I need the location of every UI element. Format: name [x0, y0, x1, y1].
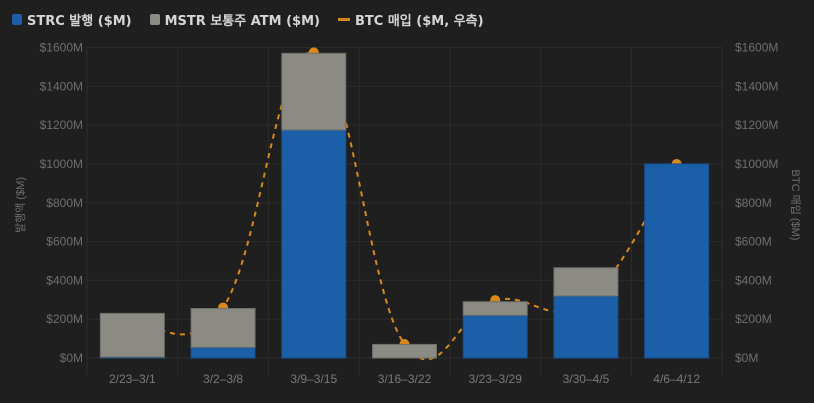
x-tick-label: 2/23–3/1: [109, 372, 156, 386]
x-tick-label: 4/6–4/12: [653, 372, 700, 386]
x-axis-ticks: 2/23–3/1 3/2–3/8 3/9–3/15 3/16–3/22 3/23–3/2…: [109, 372, 700, 386]
left-tick-label: $400M: [46, 273, 83, 287]
strc-swatch-icon: [12, 13, 22, 25]
mstr-swatch-icon: [149, 13, 160, 25]
left-axis-ticks: $0M $200M $400M $600M $800M $1000M $1200M $1400…: [40, 41, 83, 366]
right-axis-ticks: $0M $200M $400M $600M $800M $1000M $1200M $1400…: [735, 41, 778, 366]
left-tick-label: $1200M: [40, 118, 83, 132]
bar-mstr[interactable]: [553, 267, 619, 297]
bar-mstr[interactable]: [372, 343, 437, 359]
left-tick-label: $600M: [46, 235, 83, 249]
legend-item-strc[interactable]: STRC 발행 ($M): [12, 10, 132, 29]
right-tick-label: $1000M: [735, 157, 778, 171]
left-tick-label: $1000M: [40, 157, 83, 171]
legend-item-mstr[interactable]: MSTR 보통주 ATM ($M): [149, 10, 320, 29]
left-tick-label: $0M: [60, 351, 83, 365]
right-tick-label: $200M: [735, 312, 772, 326]
left-tick-label: $200M: [46, 312, 83, 326]
right-tick-label: $1600M: [735, 41, 778, 55]
right-tick-label: $1400M: [735, 79, 778, 93]
legend-item-btc[interactable]: BTC 매입 ($M, 우측): [337, 10, 484, 29]
left-tick-label: $1400M: [40, 79, 83, 93]
bar-strc[interactable]: [553, 295, 619, 359]
right-tick-label: $0M: [735, 351, 758, 365]
chart-legend: STRC 발행 ($M) MSTR 보통주 ATM ($M) BTC 매입 ($…: [12, 8, 484, 30]
right-tick-label: $800M: [735, 196, 772, 210]
bar-strc[interactable]: [644, 163, 710, 359]
left-tick-label: $800M: [46, 196, 83, 210]
right-tick-label: $400M: [735, 273, 772, 287]
right-tick-label: $600M: [735, 235, 772, 249]
btc-line-icon: [337, 17, 350, 21]
btc-line: [132, 51, 678, 361]
right-axis-label: BTC 매입 ($M): [789, 170, 802, 241]
left-axis-label: 발행액 ($M): [14, 177, 27, 233]
legend-label-mstr: MSTR 보통주 ATM ($M): [164, 13, 320, 29]
x-tick-label: 3/30–4/5: [563, 372, 610, 386]
bar-series: [99, 52, 710, 359]
right-tick-label: $1200M: [735, 118, 778, 132]
x-tick-label: 3/9–3/15: [290, 372, 337, 386]
gridlines: [86, 47, 723, 376]
bar-mstr[interactable]: [462, 301, 528, 316]
x-tick-label: 3/16–3/22: [378, 372, 432, 386]
bar-mstr[interactable]: [281, 52, 347, 131]
x-tick-label: 3/2–3/8: [203, 372, 243, 386]
bar-strc[interactable]: [462, 314, 528, 359]
x-tick-label: 3/23–3/29: [469, 372, 523, 386]
bar-mstr[interactable]: [99, 312, 165, 358]
bar-strc[interactable]: [281, 129, 347, 359]
legend-label-btc: BTC 매입 ($M, 우측): [354, 13, 484, 29]
legend-label-strc: STRC 발행 ($M): [27, 13, 132, 29]
bar-strc[interactable]: [190, 346, 256, 359]
bar-mstr[interactable]: [190, 308, 256, 348]
left-tick-label: $1600M: [40, 41, 83, 55]
